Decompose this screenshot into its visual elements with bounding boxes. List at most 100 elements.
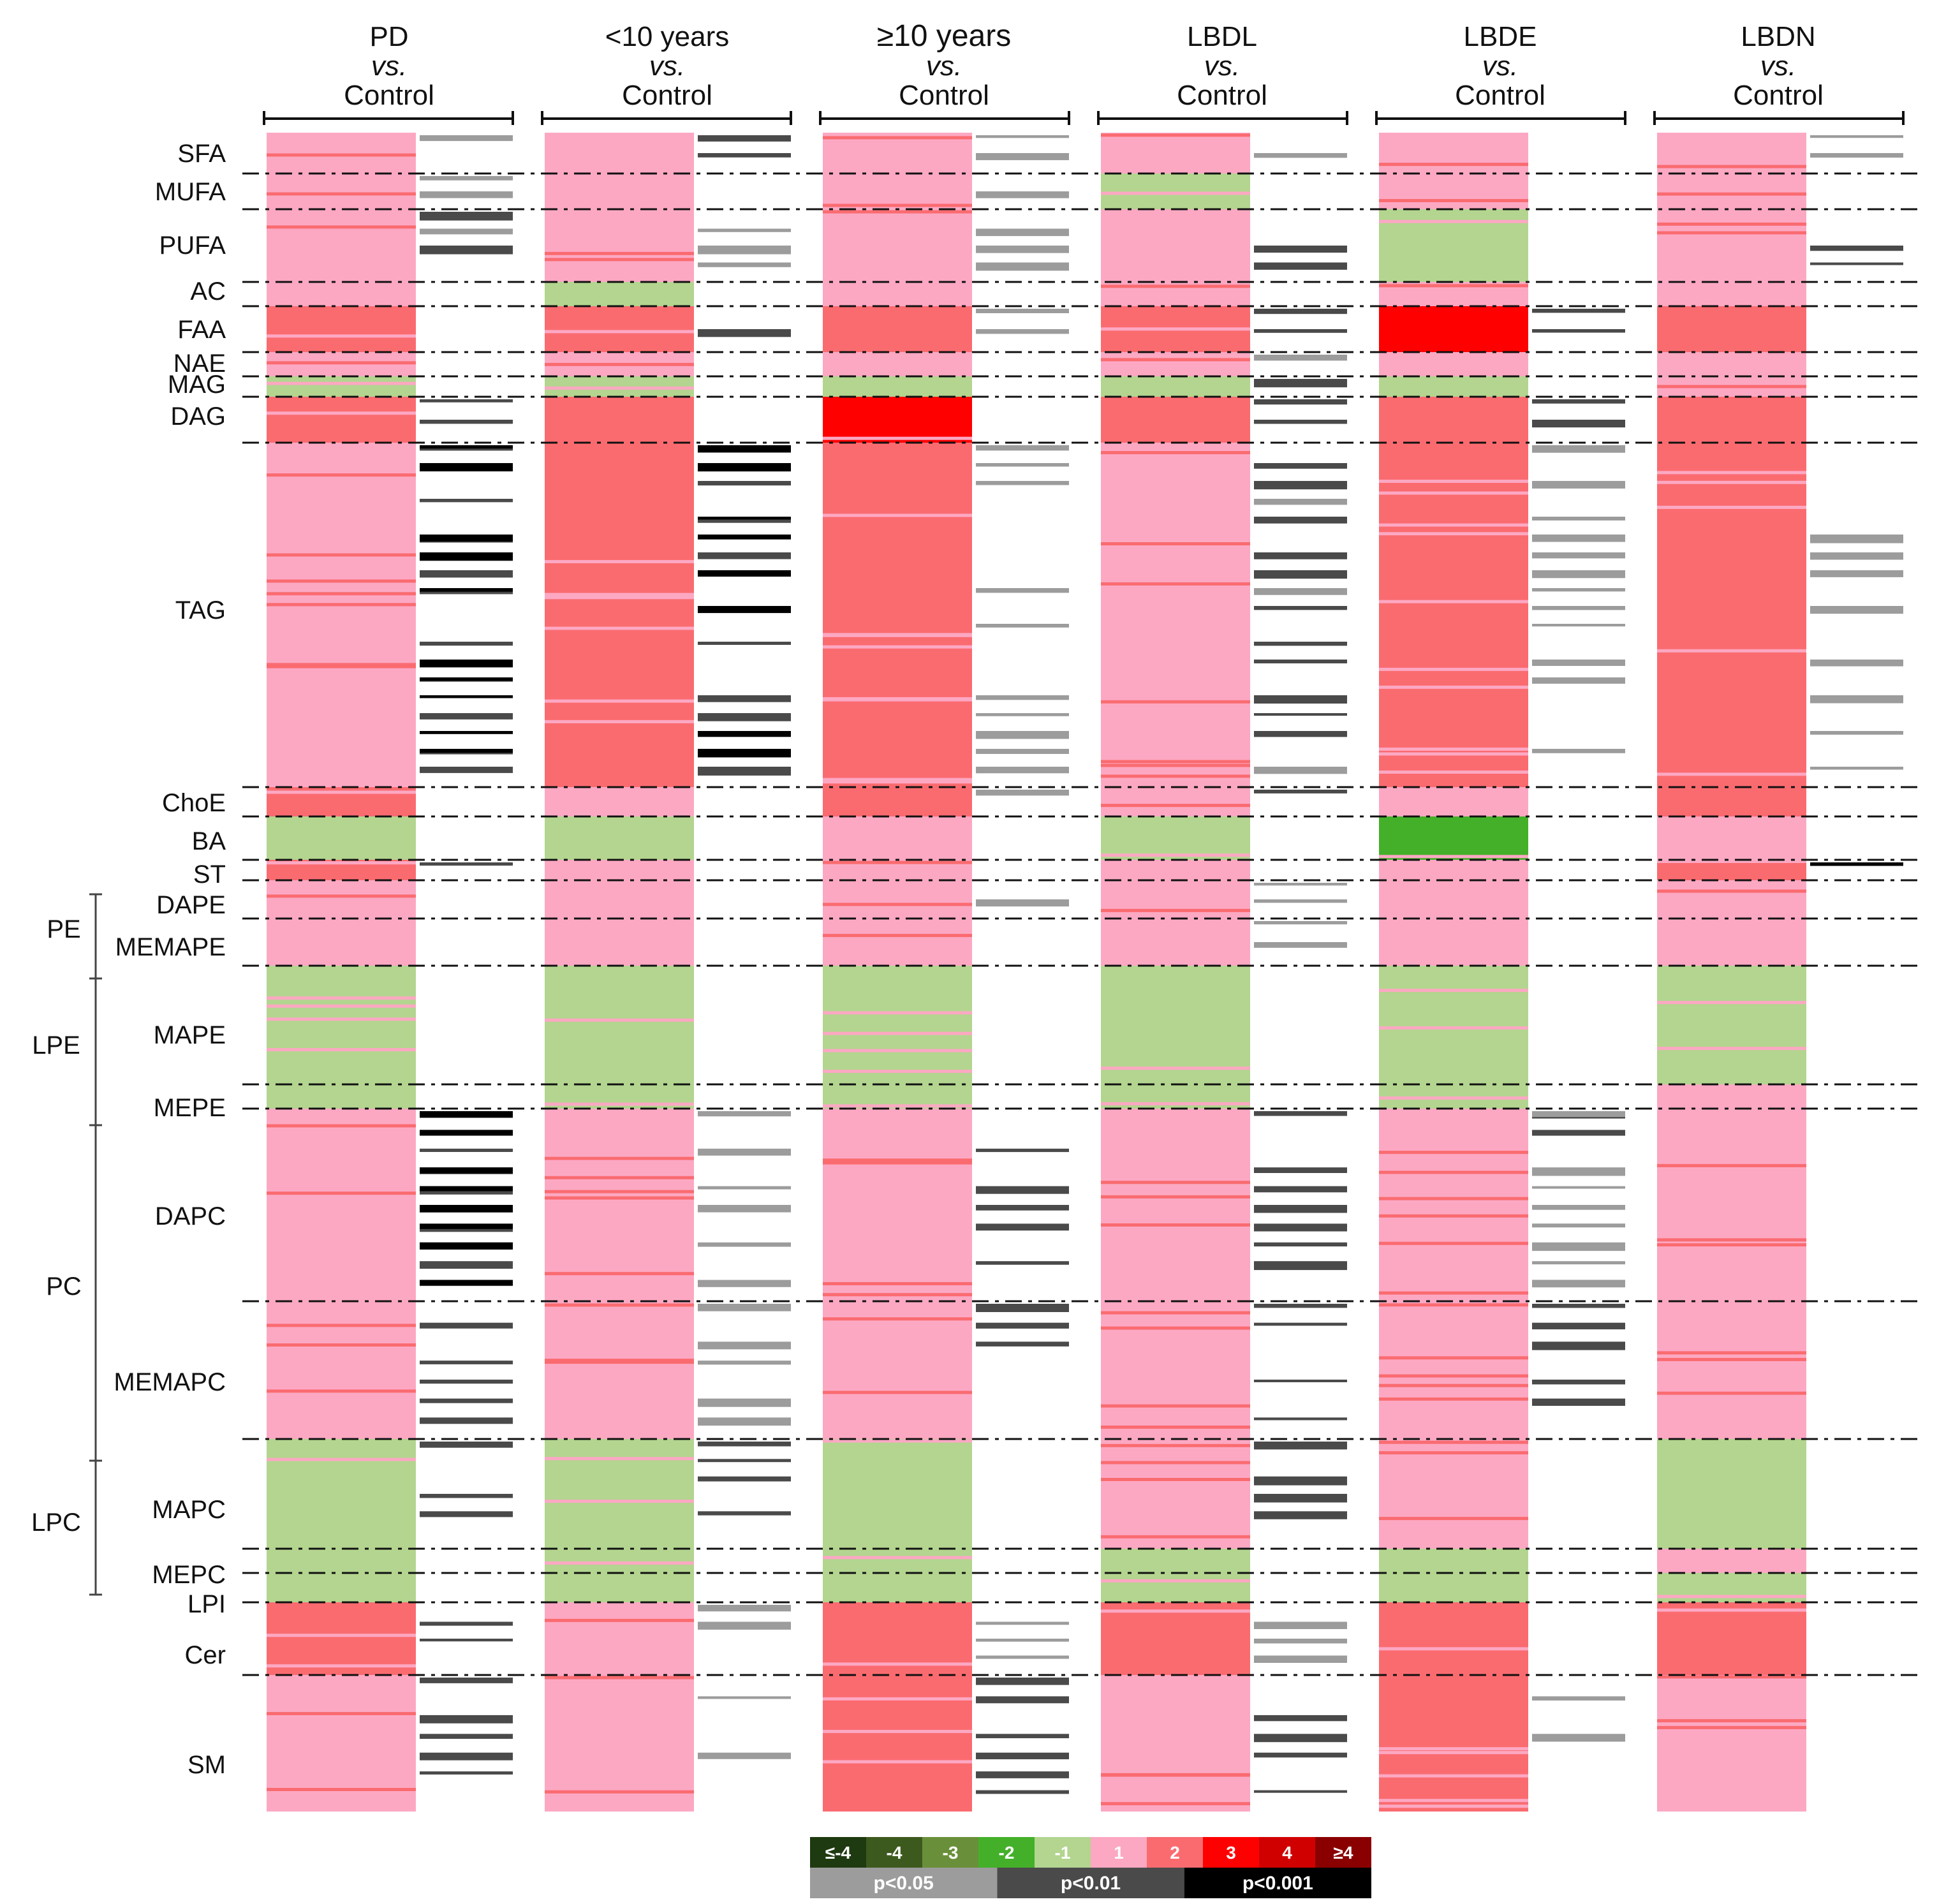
fc-cell-5-ChoE bbox=[1379, 787, 1528, 816]
fc-cell-5-NAE bbox=[1379, 352, 1528, 376]
fc-stripe bbox=[1657, 860, 1806, 863]
pvalue-band-5-DAPC bbox=[1532, 1242, 1625, 1251]
fc-cell-2-LPI bbox=[545, 1573, 694, 1602]
pvalue-band-5-TAG bbox=[1532, 588, 1625, 592]
fc-cell-4-MAPE bbox=[1101, 966, 1250, 1084]
pvalue-band-3-DAPE bbox=[976, 899, 1069, 907]
pvalue-band-4-DAPC bbox=[1254, 1223, 1347, 1232]
pvalue-band-5-MEMAPC bbox=[1532, 1304, 1625, 1308]
row-label-AC: AC bbox=[190, 277, 226, 306]
fc-cell-5-MUFA bbox=[1379, 173, 1528, 209]
pvalue-band-3-PUFA bbox=[976, 228, 1069, 237]
pvalue-band-5-DAPC bbox=[1532, 1205, 1625, 1210]
pvalue-band-3-TAG bbox=[976, 713, 1069, 716]
fc-stripe bbox=[1101, 542, 1250, 545]
fc-stripe bbox=[545, 596, 694, 600]
fc-cell-5-MEMAPE bbox=[1379, 919, 1528, 966]
row-label-MEPC: MEPC bbox=[152, 1561, 226, 1589]
fc-stripe bbox=[1379, 1774, 1528, 1778]
row-label-SFA: SFA bbox=[177, 140, 226, 168]
pvalue-band-1-DAPC bbox=[420, 1148, 513, 1152]
fc-stripe bbox=[1379, 752, 1528, 756]
pvalue-band-2-PUFA bbox=[698, 228, 791, 232]
fc-cell-5-SM bbox=[1379, 1675, 1528, 1812]
fc-stripe bbox=[1379, 1647, 1528, 1651]
pvalue-band-1-DAPC bbox=[420, 1205, 513, 1213]
fc-cell-2-ST bbox=[545, 860, 694, 880]
fc-stripe bbox=[1657, 649, 1806, 653]
fc-stripe bbox=[545, 1102, 694, 1106]
pvalue-band-4-DAG bbox=[1254, 420, 1347, 424]
fc-stripe bbox=[823, 1031, 972, 1035]
fc-cell-1-MAPC bbox=[267, 1439, 416, 1549]
fc-stripe bbox=[1379, 1096, 1528, 1100]
fc-cell-1-MEPC bbox=[267, 1549, 416, 1573]
header-3-top: ≥10 years bbox=[877, 19, 1011, 53]
fc-stripe bbox=[1657, 1391, 1806, 1395]
fc-cell-1-SFA bbox=[267, 133, 416, 173]
fc-stripe bbox=[1657, 505, 1806, 509]
legend-p-swatch-3 bbox=[1184, 1868, 1371, 1898]
pvalue-band-4-DAPC bbox=[1254, 1261, 1347, 1271]
pvalue-band-1-DAPC bbox=[420, 1130, 513, 1135]
legend-fc-label-10: ≥4 bbox=[1334, 1843, 1353, 1863]
fc-stripe bbox=[1379, 1384, 1528, 1387]
pvalue-band-3-MEMAPC bbox=[976, 1341, 1069, 1347]
header-5-top: LBDE bbox=[1464, 21, 1537, 52]
pvalue-band-3-TAG bbox=[976, 767, 1069, 774]
fc-cell-1-AC bbox=[267, 282, 416, 306]
row-label-TAG: TAG bbox=[175, 596, 226, 624]
legend-fc-label-9: 4 bbox=[1282, 1843, 1292, 1863]
legend-fc-swatch-7 bbox=[1147, 1837, 1203, 1868]
pvalue-band-3-Cer bbox=[976, 1621, 1069, 1625]
pvalue-band-4-DAPE bbox=[1254, 899, 1347, 903]
pvalue-band-4-TAG bbox=[1254, 713, 1347, 716]
fc-stripe bbox=[1657, 1595, 1806, 1598]
pvalue-band-4-MEMAPC bbox=[1254, 1322, 1347, 1326]
fc-stripe bbox=[1101, 1223, 1250, 1227]
pvalue-band-1-SM bbox=[420, 1752, 513, 1760]
pvalue-band-6-TAG bbox=[1810, 606, 1903, 614]
pvalue-band-1-TAG bbox=[420, 552, 513, 561]
pvalue-band-1-MEMAPC bbox=[420, 1361, 513, 1364]
fc-stripe bbox=[267, 1788, 416, 1791]
fc-cell-3-MEMAPE bbox=[823, 919, 972, 966]
pvalue-band-2-TAG bbox=[698, 445, 791, 453]
pvalue-band-1-TAG bbox=[420, 677, 513, 681]
fc-cell-5-DAPC bbox=[1379, 1109, 1528, 1301]
fc-stripe bbox=[1657, 480, 1806, 484]
pvalue-band-3-ChoE bbox=[976, 790, 1069, 796]
fc-cell-1-DAPC bbox=[267, 1109, 416, 1301]
fc-cell-5-MAG bbox=[1379, 376, 1528, 397]
fc-cell-4-SFA bbox=[1101, 133, 1250, 173]
fc-cell-1-PUFA bbox=[267, 209, 416, 282]
fc-stripe bbox=[267, 894, 416, 898]
fc-stripe bbox=[1379, 1356, 1528, 1360]
fc-stripe bbox=[1101, 908, 1250, 912]
fc-stripe bbox=[1379, 163, 1528, 166]
row-label-MAPC: MAPC bbox=[152, 1496, 226, 1524]
header-2-mid: vs. bbox=[649, 50, 685, 82]
pvalue-band-3-TAG bbox=[976, 695, 1069, 700]
fc-cell-1-MEMAPE bbox=[267, 919, 416, 966]
fc-stripe bbox=[1657, 1238, 1806, 1242]
pvalue-band-4-ChoE bbox=[1254, 790, 1347, 793]
pvalue-band-4-TAG bbox=[1254, 481, 1347, 490]
pvalue-band-1-MAPC bbox=[420, 1494, 513, 1498]
fc-stripe bbox=[823, 1293, 972, 1297]
fc-cell-1-MEPE bbox=[267, 1084, 416, 1109]
fc-stripe bbox=[1657, 1351, 1806, 1355]
pvalue-band-6-SFA bbox=[1810, 135, 1903, 138]
pvalue-band-1-DAPC bbox=[420, 1186, 513, 1192]
pvalue-band-5-TAG bbox=[1532, 552, 1625, 559]
fc-cell-3-LPI bbox=[823, 1573, 972, 1602]
pvalue-band-2-SM bbox=[698, 1696, 791, 1699]
fc-stripe bbox=[267, 996, 416, 1000]
panel-header-rule-4 bbox=[1097, 111, 1348, 125]
pvalue-band-1-MUFA bbox=[420, 191, 513, 198]
pvalue-band-4-TAG bbox=[1254, 570, 1347, 579]
group-label-LPE: LPE bbox=[32, 1031, 80, 1059]
fc-stripe bbox=[1379, 1751, 1528, 1755]
pvalue-band-4-TAG bbox=[1254, 606, 1347, 610]
fc-stripe bbox=[1657, 192, 1806, 196]
